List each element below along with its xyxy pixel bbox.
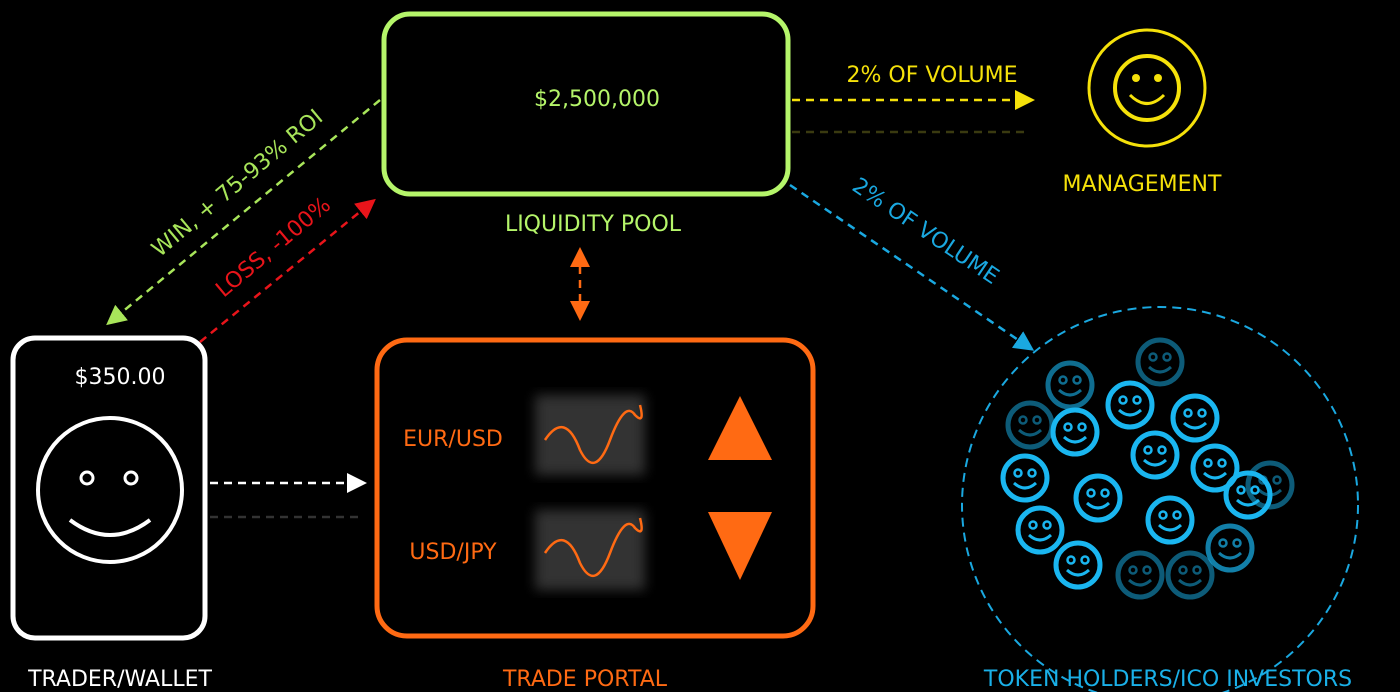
up-button[interactable] [708,396,772,460]
loss-label: LOSS, -100% [211,193,336,303]
management-icon [1089,30,1205,146]
management-label: MANAGEMENT [1063,172,1222,197]
token-holders-label: TOKEN HOLDERS/ICO INVESTORS [983,667,1352,692]
pair-label: USD/JPY [409,540,497,565]
sparkline [535,395,645,590]
diagram: $2,500,000 LIQUIDITY POOL MANAGEMENT 2% … [0,0,1400,692]
trader-label: TRADER/WALLET [27,667,212,692]
token-fee-label: 2% OF VOLUME [847,173,1003,289]
pool-label: LIQUIDITY POOL [505,212,682,237]
token-holders-crowd [1003,340,1292,597]
trader-balance: $350.00 [75,365,166,390]
portal-label: TRADE PORTAL [502,667,668,692]
pair-label: EUR/USD [403,427,503,452]
trade-portal-box [377,340,813,636]
down-button[interactable] [708,512,772,580]
pool-amount: $2,500,000 [534,87,660,112]
win-arrow [110,100,380,322]
trader-icon [38,418,182,562]
management-fee-label: 2% OF VOLUME [847,63,1018,88]
